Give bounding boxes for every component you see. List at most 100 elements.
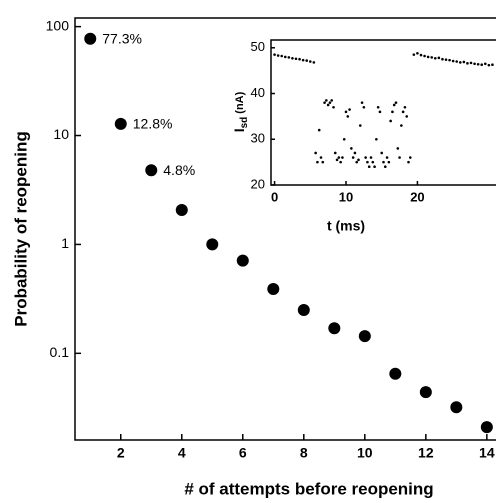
inset-x-tick-label: 20 [410, 189, 424, 204]
inset-point [396, 147, 400, 150]
main-point [389, 367, 402, 380]
x-axis-label: # of attempts before reopening [184, 479, 433, 498]
inset-frame [270, 39, 496, 186]
inset-point [298, 57, 301, 61]
inset-point [491, 63, 494, 67]
inset-point [364, 156, 367, 159]
inset-point [353, 151, 357, 155]
inset-point [441, 57, 444, 61]
inset-x-axis-label: t (ms) [327, 218, 365, 234]
inset-point [287, 56, 291, 59]
main-x-tick-label: 8 [300, 445, 308, 461]
inset-point [487, 63, 491, 67]
main-point [297, 303, 310, 316]
inset-point [305, 59, 309, 62]
inset-point [403, 105, 407, 109]
inset-y-symbol: I [231, 128, 247, 132]
inset-point [335, 158, 339, 162]
main-point [450, 401, 463, 414]
inset-point [341, 156, 344, 159]
inset-point [426, 55, 430, 59]
inset-point [382, 160, 385, 164]
inset-point [383, 165, 387, 169]
main-x-tick-label: 6 [239, 445, 247, 461]
inset-point [330, 99, 334, 102]
inset-x-tick-label: 0 [271, 189, 278, 204]
inset-point [366, 160, 369, 164]
inset-point [466, 62, 469, 65]
inset-point [412, 53, 416, 56]
main-point [206, 238, 219, 251]
main-point [114, 117, 127, 130]
main-value-label: 77.3% [102, 31, 142, 47]
inset-y-tick-label: 30 [251, 131, 265, 146]
main-y-tick-label: 100 [46, 17, 70, 33]
inset-point [462, 60, 466, 64]
inset-point [378, 110, 382, 114]
inset-point [301, 58, 305, 62]
inset-point [416, 51, 419, 55]
inset-point [332, 105, 335, 109]
inset-point [437, 56, 441, 60]
inset-point [319, 156, 323, 159]
inset-y-subscript: sd [239, 117, 250, 129]
inset-point [480, 63, 484, 67]
inset-point [367, 165, 371, 169]
main-x-tick-label: 10 [357, 445, 373, 461]
main-point [267, 282, 280, 295]
inset-y-axis-label: Isd (nA) [231, 91, 250, 132]
main-y-tick-label: 10 [53, 126, 69, 142]
inset-point [344, 110, 348, 114]
main-value-label: 12.8% [133, 116, 173, 132]
main-point [480, 421, 493, 434]
inset-y-tick-label: 40 [251, 85, 265, 100]
inset-point [351, 156, 355, 159]
inset-point [346, 115, 350, 118]
main-frame [74, 17, 496, 441]
inset-point [314, 151, 317, 155]
inset-point [391, 110, 394, 114]
inset-point [371, 160, 375, 164]
inset-y-unit: (nA) [234, 91, 246, 113]
inset-point [423, 54, 426, 58]
inset-point [401, 110, 405, 114]
inset-point [339, 160, 342, 164]
inset-point [308, 60, 312, 63]
inset-point [389, 119, 392, 123]
inset-point [342, 137, 346, 141]
inset-point [419, 53, 423, 57]
inset-point [273, 53, 276, 56]
main-x-tick-label: 4 [178, 445, 186, 461]
inset-point [376, 105, 380, 109]
inset-point [328, 101, 332, 104]
inset-point [373, 165, 376, 169]
inset-point [337, 156, 341, 159]
main-point [175, 204, 188, 217]
inset-point [276, 54, 280, 57]
inset-point [392, 103, 396, 107]
main-y-tick-label: 1 [61, 235, 69, 251]
main-y-tick-label: 0.1 [50, 344, 70, 360]
inset-point [357, 158, 360, 162]
inset-point [398, 156, 401, 159]
inset-point [294, 57, 298, 61]
inset-point [405, 115, 409, 118]
inset-point [387, 160, 391, 164]
inset-point [355, 160, 359, 164]
inset-point [317, 128, 321, 132]
inset-point [473, 62, 476, 66]
inset-point [360, 101, 364, 104]
inset-point [380, 151, 384, 155]
inset-point [407, 160, 410, 164]
main-point [236, 254, 249, 267]
inset-point [326, 103, 330, 107]
inset-point [325, 99, 328, 102]
main-point [419, 386, 432, 399]
y-axis-label: Probability of reopening [11, 131, 30, 327]
inset-point [375, 137, 378, 141]
inset-point [323, 101, 326, 104]
inset-point [312, 61, 316, 64]
main-x-tick-label: 12 [418, 445, 434, 461]
inset-point [358, 124, 362, 127]
